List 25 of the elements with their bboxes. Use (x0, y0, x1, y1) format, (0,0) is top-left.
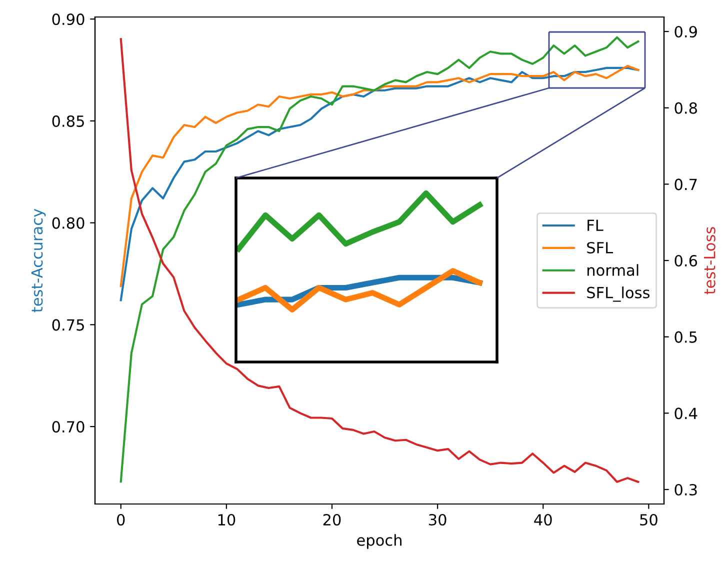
y-tick-label: 0.70 (52, 421, 84, 433)
y-axis-title: test-Accuracy (31, 208, 46, 312)
y-tick-label: 0.90 (52, 14, 84, 26)
x-tick-label: 20 (323, 514, 341, 526)
legend-label: normal (587, 264, 638, 276)
y2-tick-label: 0.7 (674, 178, 697, 190)
y2-tick-label: 0.9 (674, 26, 697, 38)
y2-tick-label: 0.4 (674, 408, 698, 420)
x-tick-label: 50 (640, 514, 658, 526)
legend-label: SFL_loss (587, 286, 650, 302)
y2-tick-label: 0.6 (674, 254, 698, 267)
x-axis-title: epoch (357, 534, 402, 549)
x-tick-label: 10 (218, 514, 236, 526)
legend-label: FL (588, 220, 604, 231)
x-tick-label: 30 (429, 514, 446, 526)
y-tick-label: 0.80 (52, 217, 84, 229)
y-tick-label: 0.75 (52, 319, 84, 331)
y2-axis-title: test-Loss (704, 227, 716, 294)
y2-tick-label: 0.8 (674, 102, 697, 114)
x-tick-label: 40 (534, 514, 552, 526)
y-tick-label: 0.85 (52, 115, 84, 127)
y2-tick-label: 0.3 (674, 484, 697, 496)
y2-tick-label: 0.5 (674, 331, 697, 343)
legend-label: SFL (587, 242, 614, 254)
x-tick-label: 0 (117, 514, 125, 526)
